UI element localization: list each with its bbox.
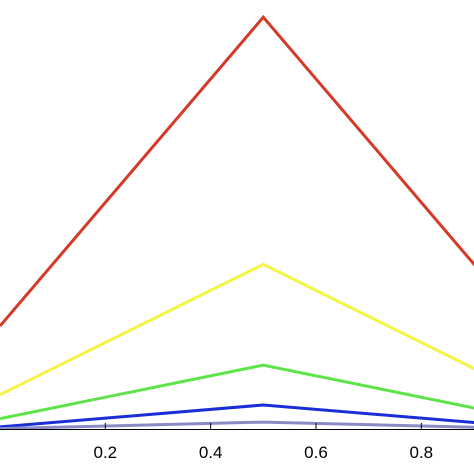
series-layer <box>0 14 474 431</box>
x-tick-label: 0.4 <box>199 443 223 462</box>
series-line-1 <box>0 14 474 327</box>
x-tick-label: 0.2 <box>94 443 118 462</box>
series-line-2 <box>0 262 474 397</box>
series-line-4 <box>0 403 474 429</box>
series-line-3 <box>0 363 474 421</box>
series-line-5 <box>0 420 474 431</box>
x-tick-label: 0.8 <box>410 443 434 462</box>
x-tick-label: 0.6 <box>304 443 328 462</box>
x-ticks: 0.2 0.4 0.6 0.8 <box>94 423 434 462</box>
